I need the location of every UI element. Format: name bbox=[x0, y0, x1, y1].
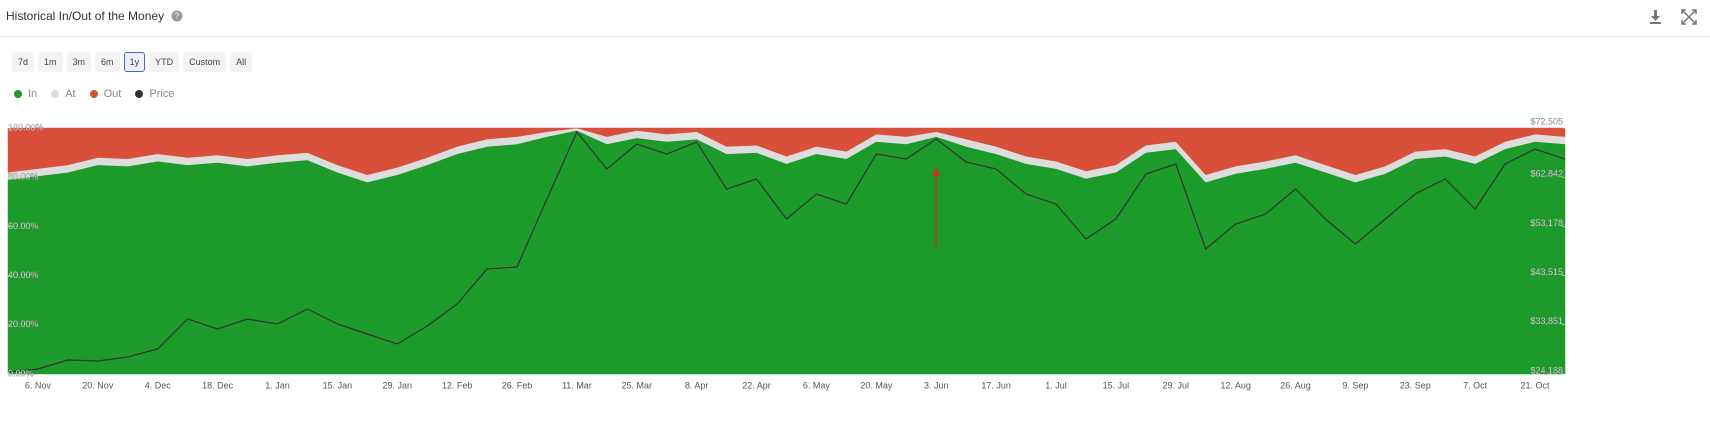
x-tick-label: 25. Mar bbox=[622, 380, 653, 390]
legend-label: Price bbox=[149, 88, 175, 100]
y2-tick-label: $72,505 bbox=[1530, 116, 1563, 126]
title: Historical In/Out of the Money bbox=[6, 9, 165, 23]
range-button[interactable]: 6m bbox=[95, 52, 120, 72]
x-tick-label: 29. Jan bbox=[382, 380, 412, 390]
annotation-arrowhead bbox=[932, 166, 941, 176]
help-icon[interactable]: ? bbox=[171, 10, 183, 22]
x-tick-label: 18. Dec bbox=[202, 380, 234, 390]
price-line bbox=[7, 130, 1566, 373]
fullscreen-icon[interactable] bbox=[1681, 9, 1697, 25]
x-tick-label: 20. Nov bbox=[82, 380, 114, 390]
legend-item[interactable]: In bbox=[14, 88, 37, 100]
y-tick-label: 0.00% bbox=[8, 368, 34, 378]
x-tick-label: 1. Jul bbox=[1045, 380, 1067, 390]
range-button[interactable]: 3m bbox=[66, 52, 92, 72]
x-tick-label: 21. Oct bbox=[1521, 380, 1551, 390]
toolbar-icons bbox=[1650, 9, 1697, 25]
x-tick-label: 20. May bbox=[860, 380, 893, 390]
legend-item[interactable]: Out bbox=[89, 88, 122, 100]
range-button[interactable]: 1m bbox=[38, 52, 63, 72]
y-tick-label: 80.00% bbox=[8, 172, 39, 182]
y2-tick-label: $62,842 bbox=[1530, 169, 1563, 179]
y2-tick-label: $33,851 bbox=[1530, 316, 1563, 326]
x-tick-label: 3. Jun bbox=[924, 380, 949, 390]
legend-item[interactable]: At bbox=[51, 88, 76, 100]
x-tick-label: 17. Jun bbox=[981, 380, 1011, 390]
y-tick-label: 60.00% bbox=[8, 221, 39, 231]
x-tick-label: 7. Oct bbox=[1463, 380, 1488, 390]
x-tick-label: 26. Aug bbox=[1280, 380, 1311, 390]
x-tick-label: 8. Apr bbox=[685, 380, 709, 390]
y2-tick-label: $53,178 bbox=[1530, 218, 1563, 228]
x-tick-label: 11. Mar bbox=[562, 380, 592, 390]
download-icon[interactable] bbox=[1650, 10, 1661, 24]
x-tick-label: 6. May bbox=[803, 380, 831, 390]
y-tick-label: 40.00% bbox=[8, 270, 39, 280]
legend-dot bbox=[51, 90, 60, 98]
x-tick-label: 12. Aug bbox=[1220, 380, 1251, 390]
x-tick-label: 23. Sep bbox=[1400, 380, 1431, 390]
y2-tick-label: $24,188 bbox=[1530, 365, 1563, 375]
x-tick-label: 12. Feb bbox=[442, 380, 473, 390]
svg-text:?: ? bbox=[175, 12, 180, 21]
range-buttons: 7d 1m 3m 6m 1y YTD Custom All bbox=[12, 52, 253, 72]
legend-item[interactable]: Price bbox=[135, 88, 174, 100]
x-tick-label: 9. Sep bbox=[1342, 380, 1368, 390]
x-tick-label: 26. Feb bbox=[502, 380, 533, 390]
range-button[interactable]: All bbox=[230, 52, 253, 72]
x-tick-label: 22. Apr bbox=[742, 380, 771, 390]
legend-dot bbox=[14, 90, 22, 98]
x-tick-label: 15. Jan bbox=[323, 380, 353, 390]
legend-dot bbox=[135, 90, 144, 98]
legend-label: Out bbox=[103, 88, 122, 100]
x-tick-label: 1. Jan bbox=[265, 380, 290, 390]
range-button[interactable]: 7d bbox=[12, 52, 35, 72]
x-tick-label: 29. Jul bbox=[1162, 380, 1189, 390]
y-tick-label: 100.00% bbox=[8, 122, 44, 132]
y2-tick-label: $43,515 bbox=[1530, 267, 1563, 277]
range-button[interactable]: Custom bbox=[183, 52, 227, 72]
legend-label: In bbox=[28, 88, 38, 100]
area bbox=[7, 127, 1566, 176]
header: Historical In/Out of the Money ? bbox=[0, 0, 1710, 37]
range-button[interactable]: 1y bbox=[123, 52, 146, 72]
x-tick-label: 15. Jul bbox=[1103, 380, 1130, 390]
legend: In At Out Price bbox=[14, 88, 174, 100]
legend-dot bbox=[89, 90, 98, 98]
legend-label: At bbox=[65, 88, 76, 100]
y-tick-label: 20.00% bbox=[8, 319, 39, 329]
range-button[interactable]: YTD bbox=[149, 52, 180, 72]
x-tick-label: 4. Dec bbox=[145, 380, 172, 390]
x-tick-label: 6. Nov bbox=[25, 380, 52, 390]
